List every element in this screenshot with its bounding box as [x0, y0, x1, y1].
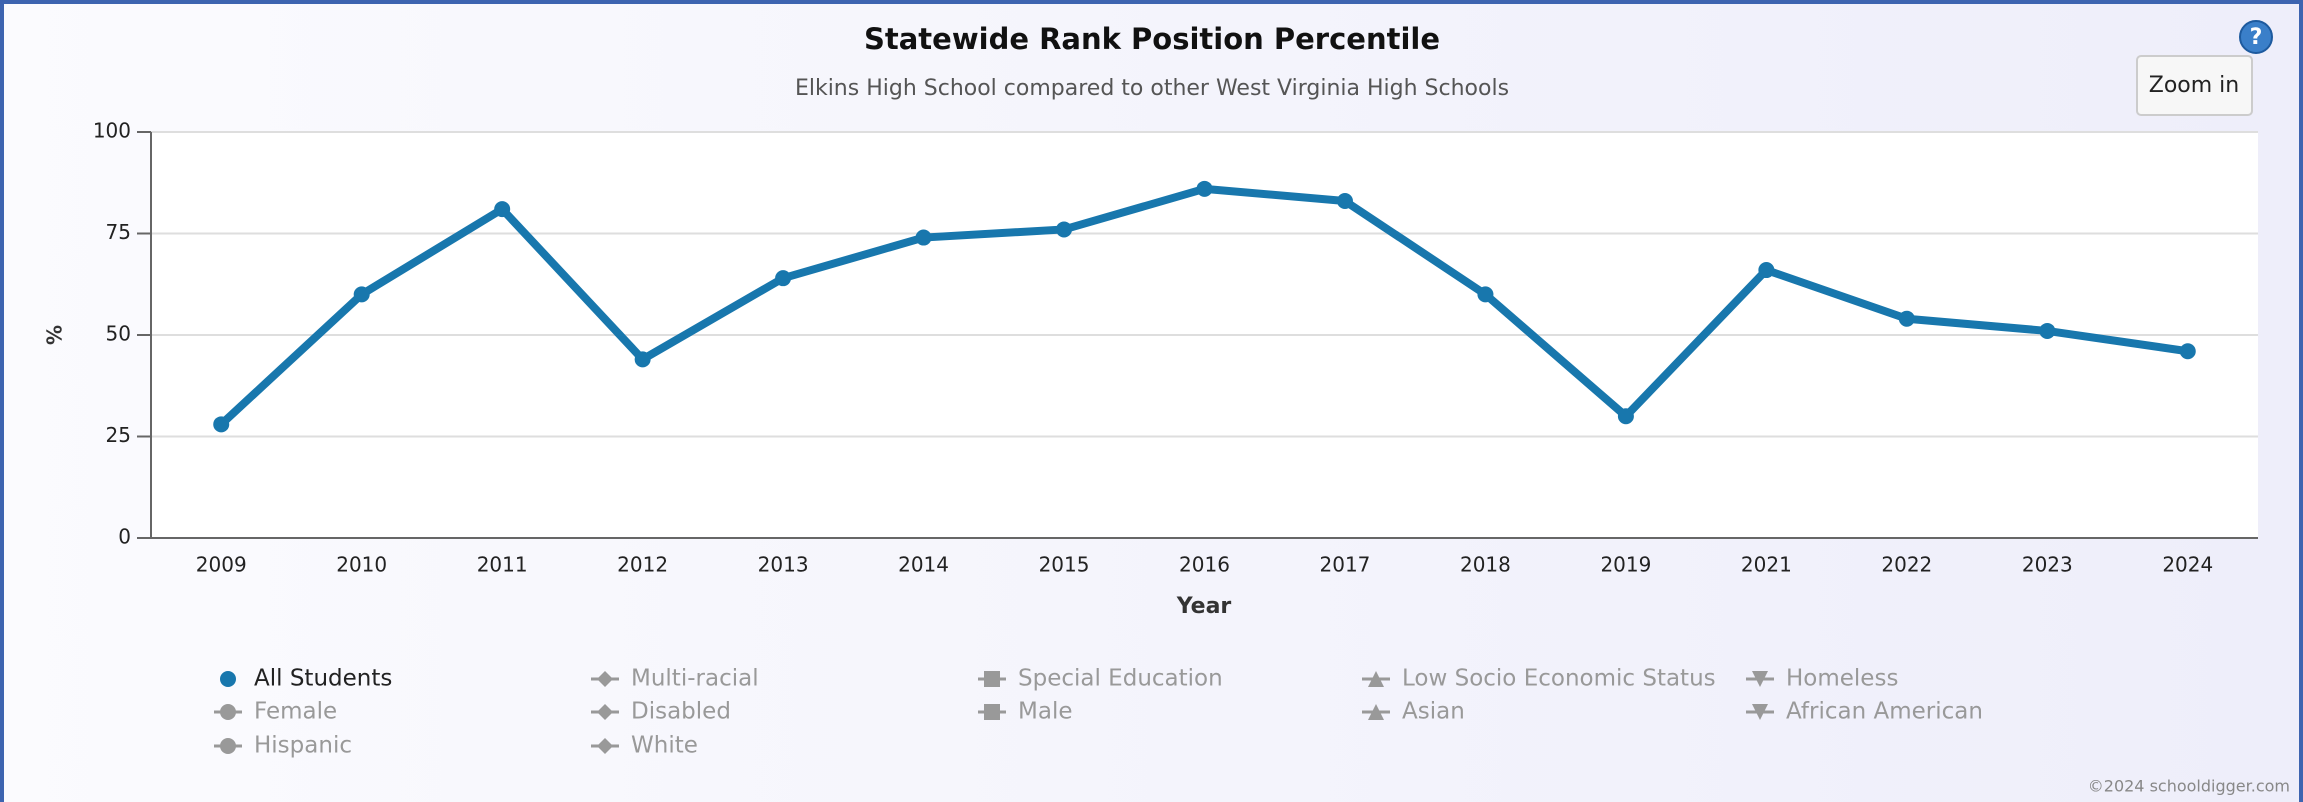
legend-item[interactable]: Homeless — [1746, 666, 1898, 692]
x-tick-label: 2018 — [1460, 553, 1511, 577]
legend-symbol — [1368, 671, 1384, 687]
legend-symbol — [984, 704, 1000, 720]
legend-item[interactable]: Asian — [1362, 699, 1465, 725]
x-tick-label: 2021 — [1741, 553, 1792, 577]
point — [1336, 193, 1353, 210]
point — [2039, 322, 2056, 339]
legend-symbol — [1368, 704, 1384, 720]
y-tick-label: 75 — [106, 220, 131, 244]
x-tick-label: 2009 — [196, 553, 247, 577]
credit: ©2024 schooldigger.com — [2088, 777, 2290, 796]
legend-item[interactable]: Disabled — [591, 699, 731, 725]
legend-label: Homeless — [1786, 666, 1898, 692]
x-tick-label: 2014 — [898, 553, 949, 577]
x-tick-label: 2011 — [477, 553, 528, 577]
point — [353, 286, 370, 303]
legend-item[interactable]: African American — [1746, 699, 1983, 725]
x-tick-label: 2013 — [758, 553, 809, 577]
legend-item[interactable]: Multi-racial — [591, 666, 759, 692]
legend-label: Multi-racial — [631, 666, 759, 692]
help-icon[interactable] — [2239, 20, 2273, 54]
legend-label: African American — [1786, 699, 1983, 725]
legend-label: Female — [254, 699, 337, 725]
x-tick-label: 2017 — [1320, 553, 1371, 577]
legend-symbol — [220, 738, 236, 754]
point — [1196, 180, 1213, 197]
point — [775, 270, 792, 287]
legend-symbol — [220, 671, 236, 687]
point — [915, 229, 932, 246]
legend-symbol — [984, 671, 1000, 687]
legend-item[interactable]: White — [591, 733, 698, 759]
legend-symbol — [220, 704, 236, 720]
y-tick-label: 50 — [106, 322, 131, 346]
x-axis-label: Year — [1176, 594, 1232, 619]
help[interactable]: ? — [2239, 20, 2273, 54]
point — [2179, 343, 2196, 360]
legend-label: Disabled — [631, 699, 731, 725]
point — [1617, 408, 1634, 425]
x-tick-label: 2010 — [336, 553, 387, 577]
legend-item[interactable]: Special Education — [978, 666, 1223, 692]
legend-symbol — [1752, 671, 1768, 687]
x-tick-label: 2015 — [1039, 553, 1090, 577]
help-icon-label[interactable]: ? — [2250, 25, 2263, 50]
legend-symbol — [597, 671, 613, 687]
legend-label: All Students — [254, 666, 392, 692]
zoom-button-label[interactable]: Zoom in — [2149, 73, 2239, 98]
point — [634, 351, 651, 368]
legend-label: Low Socio Economic Status — [1402, 666, 1716, 692]
legend-item[interactable]: Female — [214, 699, 337, 725]
y-tick-label: 0 — [118, 525, 131, 549]
y-tick-label: 100 — [93, 119, 131, 143]
legend-symbol — [597, 738, 613, 754]
zoom-button[interactable]: Zoom in — [2136, 55, 2253, 116]
legend-symbol — [1752, 704, 1768, 720]
zoom-button-box[interactable] — [2136, 55, 2253, 116]
legend-item[interactable]: Low Socio Economic Status — [1362, 666, 1716, 692]
legend-label: White — [631, 733, 698, 759]
legend-label: Special Education — [1018, 666, 1223, 692]
x-tick-label: 2019 — [1600, 553, 1651, 577]
chart-title: Statewide Rank Position Percentile — [864, 22, 1440, 56]
point — [1898, 310, 1915, 327]
x-tick-label: 2012 — [617, 553, 668, 577]
y-axis-label: % — [43, 325, 67, 345]
legend-item[interactable]: Hispanic — [214, 733, 352, 759]
x-tick-label: 2024 — [2162, 553, 2213, 577]
point — [213, 416, 230, 433]
legend-symbol — [597, 704, 613, 720]
chart-subtitle: Elkins High School compared to other Wes… — [795, 76, 1509, 101]
x-tick-label: 2022 — [1881, 553, 1932, 577]
legend-label: Hispanic — [254, 733, 352, 759]
x-tick-label: 2023 — [2022, 553, 2073, 577]
point — [1758, 262, 1775, 279]
point — [1056, 221, 1073, 238]
legend-label: Asian — [1402, 699, 1465, 725]
legend-item[interactable]: Male — [978, 699, 1072, 725]
legend-label: Male — [1018, 699, 1072, 725]
point — [494, 201, 511, 218]
x-tick-label: 2016 — [1179, 553, 1230, 577]
point — [1477, 286, 1494, 303]
legend-item[interactable]: All Students — [220, 666, 392, 692]
y-tick-label: 25 — [106, 423, 131, 447]
